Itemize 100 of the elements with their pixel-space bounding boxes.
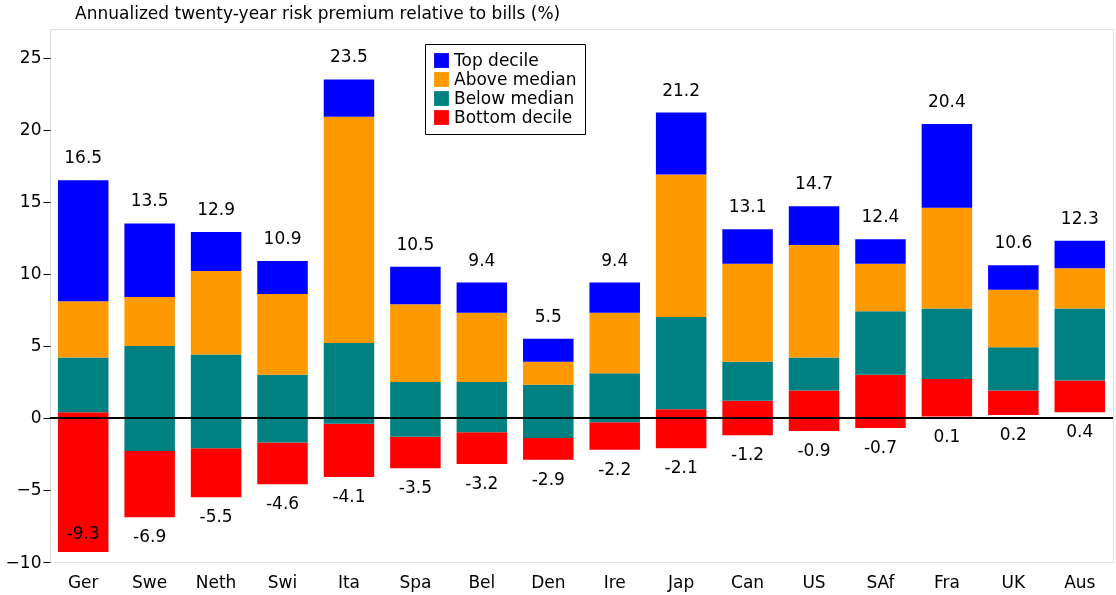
annotation: 10.9: [263, 227, 302, 248]
y-tick-label: 25: [19, 47, 42, 68]
chart-title: Annualized twenty-year risk premium relative to bills (%): [75, 3, 561, 23]
bar: [788, 357, 840, 391]
bar: [855, 263, 906, 312]
annotation: -4.1: [332, 486, 366, 507]
bar: [190, 232, 242, 272]
bar: [257, 374, 308, 443]
annotation: 9.4: [468, 249, 496, 270]
y-tick-label: −5: [16, 479, 42, 500]
y-tick-label: −10: [5, 551, 42, 572]
x-tick-label: Neth: [195, 571, 237, 592]
x-tick-label: Bel: [468, 571, 496, 592]
annotation: 12.3: [1060, 207, 1099, 228]
annotation: -4.6: [265, 493, 300, 514]
annotation: 23.5: [330, 46, 368, 67]
bar: [988, 289, 1039, 348]
bar: [921, 379, 973, 417]
bar: [921, 207, 973, 309]
x-tick-label: UK: [1001, 571, 1026, 592]
bar: [124, 223, 175, 297]
bar: [190, 354, 242, 449]
annotation: 12.9: [197, 199, 236, 220]
bar: [390, 381, 441, 437]
bar: [921, 124, 973, 208]
bar: [788, 390, 840, 431]
bar: [921, 308, 973, 380]
annotation: 0.1: [933, 425, 961, 446]
annotation: -0.7: [863, 437, 898, 458]
bar: [523, 438, 574, 460]
annotation: -3.2: [465, 473, 499, 494]
bar: [323, 79, 375, 117]
annotation: 20.4: [927, 91, 966, 112]
bar: [257, 260, 308, 295]
bar: [57, 357, 109, 413]
bar: [1054, 380, 1106, 413]
bar: [57, 301, 109, 358]
bar: [655, 317, 707, 410]
bar: [788, 206, 840, 246]
annotation: -3.5: [398, 477, 432, 498]
bar: [855, 311, 906, 375]
x-tick-label: Ger: [67, 571, 99, 592]
legend-label: Bottom decile: [454, 106, 573, 127]
bar: [523, 338, 574, 362]
annotation: 13.5: [130, 190, 169, 211]
bar: [390, 436, 441, 469]
y-tick-label: 15: [19, 191, 42, 212]
annotation: 0.4: [1066, 421, 1094, 442]
x-tick-label: Fra: [933, 571, 960, 592]
bar: [988, 347, 1039, 391]
x-tick-label: Den: [531, 571, 566, 592]
bar: [988, 265, 1039, 290]
bar: [589, 282, 640, 313]
bar: [1054, 308, 1106, 381]
x-tick-label: Can: [731, 571, 765, 592]
bar: [788, 245, 840, 358]
y-tick-label: 0: [30, 407, 42, 428]
bar: [190, 448, 242, 498]
bar: [855, 239, 906, 264]
x-tick-label: Spa: [399, 571, 432, 592]
y-tick-label: 10: [19, 263, 42, 284]
bar: [855, 374, 906, 429]
bar: [456, 282, 508, 313]
annotation: -1.2: [731, 444, 765, 465]
bar: [190, 271, 242, 355]
bar: [390, 304, 441, 382]
y-tick-label: 20: [19, 119, 42, 140]
legend-label: Below median: [454, 87, 575, 108]
bar: [257, 294, 308, 375]
x-tick-label: Swi: [267, 571, 298, 592]
bar: [57, 412, 109, 552]
annotation: 12.4: [861, 206, 900, 227]
annotation: -2.9: [531, 468, 565, 489]
bar: [722, 361, 773, 401]
bar: [456, 312, 508, 382]
bar: [523, 384, 574, 439]
x-tick-label: Aus: [1064, 571, 1096, 592]
annotation: -2.2: [598, 458, 632, 479]
bar: [323, 343, 375, 424]
bar: [57, 180, 109, 302]
y-tick-label: 5: [30, 335, 42, 356]
bar: [323, 423, 375, 478]
bar: [1054, 240, 1106, 269]
legend-label: Top decile: [453, 49, 539, 70]
bar: [124, 451, 175, 518]
annotation: -2.1: [664, 457, 698, 478]
bar: [1054, 268, 1106, 309]
bar: [257, 442, 308, 485]
bar: [655, 409, 707, 449]
x-tick-label: US: [802, 571, 826, 592]
bar: [523, 361, 574, 385]
bar: [456, 432, 508, 465]
annotation: 10.5: [396, 233, 435, 254]
bar: [124, 296, 175, 346]
annotation: -9.3: [66, 522, 100, 543]
annotation: 9.4: [601, 249, 629, 270]
annotation: 14.7: [795, 173, 833, 194]
annotation: 21.2: [662, 79, 701, 100]
annotation: 0.2: [999, 424, 1027, 445]
bar: [456, 381, 508, 433]
